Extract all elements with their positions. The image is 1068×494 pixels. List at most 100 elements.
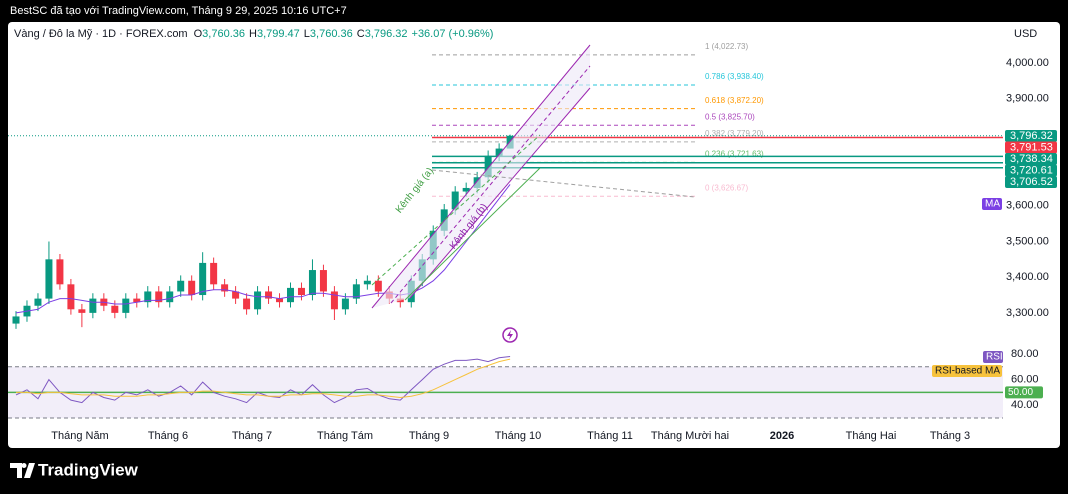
currency: USD bbox=[1014, 28, 1037, 40]
legend-value: 3,760.36 bbox=[310, 28, 353, 40]
price-badge bbox=[1005, 153, 1057, 165]
price-badge-label: 3,738.34 bbox=[1010, 153, 1053, 165]
candle-body bbox=[484, 155, 492, 178]
x-tick-label: Tháng 3 bbox=[930, 430, 970, 442]
logo bbox=[10, 462, 35, 478]
event-icon[interactable] bbox=[502, 327, 518, 343]
fib-label: 0.382 (3,779.20) bbox=[705, 129, 764, 138]
candle-body bbox=[34, 298, 42, 306]
candle-body bbox=[144, 291, 152, 303]
price-badge bbox=[1005, 176, 1057, 188]
legend-value: 3,760.36 bbox=[202, 28, 245, 40]
fib-label: 0.5 (3,825.70) bbox=[705, 112, 755, 121]
price-badge bbox=[1005, 141, 1057, 154]
y-tick-label: 40.00 bbox=[1011, 399, 1039, 411]
y-tick-label: 3,300.00 bbox=[1006, 307, 1049, 319]
candle-body bbox=[308, 270, 316, 296]
legend-badge bbox=[982, 198, 1002, 210]
candle-body bbox=[276, 298, 284, 303]
price-badge-label: 3,706.52 bbox=[1010, 176, 1053, 188]
channel-mid bbox=[390, 65, 591, 304]
chart-area: 3,300.00 3,400.00 3,500.00 3,600.00 3,900.00… bbox=[8, 42, 1057, 442]
x-tick-label: Tháng Hai bbox=[846, 430, 897, 442]
candle-body bbox=[188, 280, 196, 296]
y-tick-label: 3,600.00 bbox=[1006, 200, 1049, 212]
legend-badge bbox=[1005, 386, 1043, 399]
candle-body bbox=[319, 270, 327, 292]
projection-line bbox=[431, 169, 696, 198]
x-tick-label: Tháng Năm bbox=[51, 430, 108, 442]
candle-body bbox=[177, 280, 185, 292]
candle-body bbox=[451, 191, 459, 210]
candle-body bbox=[374, 280, 382, 292]
candle-body bbox=[166, 291, 174, 303]
y-tick-label: 4,000.00 bbox=[1006, 57, 1049, 69]
caption: BestSC đã tạo với TradingView.com, Tháng… bbox=[10, 5, 347, 17]
legend-entry: MA bbox=[985, 199, 1000, 210]
chart-panel bbox=[8, 22, 1060, 448]
candle-body bbox=[297, 287, 305, 296]
y-tick-label: 80.00 bbox=[1011, 348, 1039, 360]
brand: TradingView bbox=[38, 460, 139, 479]
legend-label: O bbox=[194, 28, 203, 40]
channel-line bbox=[404, 167, 541, 301]
x-tick-label: Tháng 9 bbox=[409, 430, 449, 442]
candle-body bbox=[210, 262, 218, 285]
legend-label: L bbox=[304, 28, 310, 40]
candle-body bbox=[199, 262, 207, 296]
candle-body bbox=[78, 309, 86, 313]
legend-entry: RSI bbox=[986, 352, 1003, 363]
x-tick-label: Tháng 7 bbox=[232, 430, 272, 442]
candle-body bbox=[495, 148, 503, 156]
x-tick-label: Tháng 11 bbox=[587, 430, 633, 442]
legend-entry: RSI-based MA bbox=[935, 366, 1000, 377]
fib-label: 0.236 (3,721.63) bbox=[705, 150, 764, 159]
candle-body bbox=[330, 291, 338, 310]
candle-body bbox=[89, 298, 97, 313]
x-tick-label: 2026 bbox=[770, 430, 794, 442]
price-badge-label: 3,796.32 bbox=[1010, 130, 1053, 142]
candle-body bbox=[363, 280, 371, 285]
x-tick-label: Tháng 10 bbox=[495, 430, 541, 442]
fib-label: 0.618 (3,872.20) bbox=[705, 96, 764, 105]
x-tick-label: Tháng Tám bbox=[317, 430, 373, 442]
candle-body bbox=[155, 291, 163, 303]
candle-body bbox=[122, 298, 130, 313]
channel-line bbox=[371, 44, 591, 309]
legend-label: H bbox=[249, 28, 257, 40]
price-badge-label: 3,791.53 bbox=[1010, 141, 1053, 153]
event-icon-bolt bbox=[507, 330, 513, 340]
candle-body bbox=[56, 259, 64, 285]
candle-body bbox=[462, 187, 470, 192]
candle-body bbox=[265, 291, 273, 299]
symbol: Vàng / Đô la Mỹ · 1D · FOREX.com bbox=[14, 28, 188, 40]
price-badge-label: 3,720.61 bbox=[1010, 164, 1053, 176]
legend-value: 3,796.32 bbox=[365, 28, 408, 40]
rsi-line bbox=[16, 358, 511, 399]
footer: TradingView bbox=[10, 460, 139, 479]
fib-label: 0 (3,626.67) bbox=[705, 183, 748, 192]
y-tick-label: 3,900.00 bbox=[1006, 93, 1049, 105]
candle-body bbox=[12, 316, 20, 324]
legend-label: C bbox=[357, 28, 365, 40]
y-tick-label: 60.00 bbox=[1011, 373, 1039, 385]
channel-line bbox=[371, 134, 541, 286]
price-badge bbox=[1005, 130, 1057, 142]
fib-label: 0.786 (3,938.40) bbox=[705, 72, 764, 81]
candle-body bbox=[45, 259, 53, 299]
price-badge bbox=[1005, 164, 1057, 177]
candle-body bbox=[352, 284, 360, 299]
legend-change: +36.07 (+0.96%) bbox=[412, 28, 494, 40]
candle-body bbox=[232, 291, 240, 299]
y-tick-label: 3,500.00 bbox=[1006, 235, 1049, 247]
channel-line bbox=[409, 87, 591, 299]
legend-badge bbox=[983, 351, 1003, 363]
candle-body bbox=[341, 298, 349, 310]
fib-label: 1 (4,022.73) bbox=[705, 42, 748, 51]
candle-body bbox=[287, 287, 294, 303]
candle-body bbox=[133, 298, 141, 303]
candle-body bbox=[67, 284, 75, 310]
candle-body bbox=[111, 305, 119, 313]
x-tick-label: Tháng 6 bbox=[148, 430, 188, 442]
